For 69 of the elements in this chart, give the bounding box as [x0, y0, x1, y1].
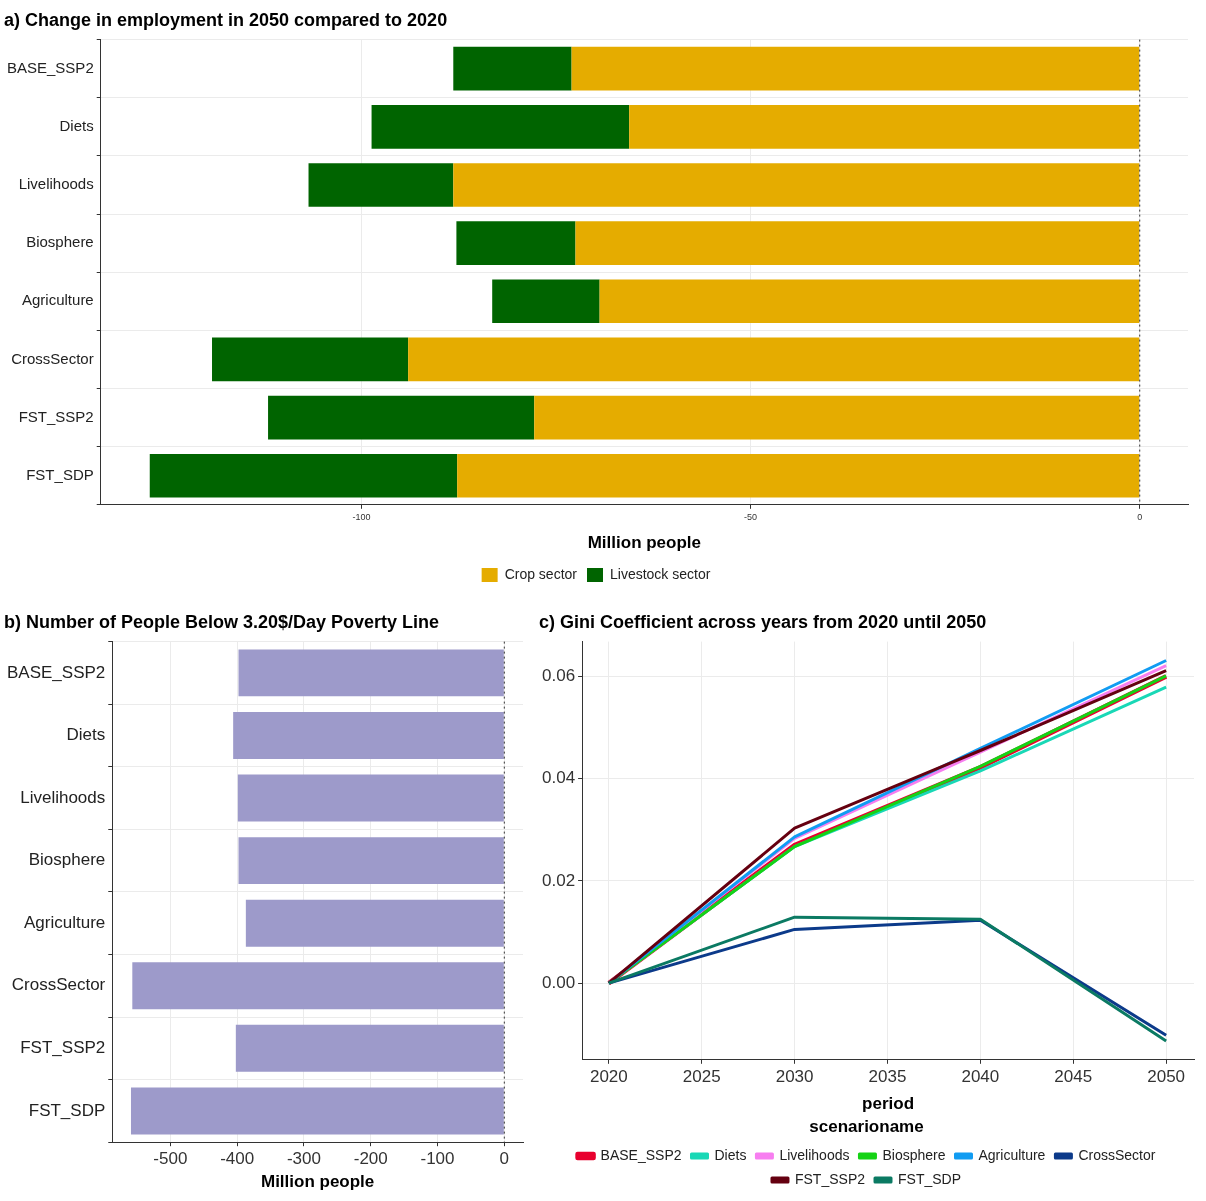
y-tick-label: FST_SDP — [28, 1100, 106, 1120]
y-tick-label: Biosphere — [26, 233, 94, 251]
x-tick-label: -100 — [420, 1149, 455, 1169]
x-tick-label: 0 — [1137, 511, 1143, 522]
bar — [599, 279, 1140, 324]
y-tick-label: 0.06 — [541, 666, 576, 686]
y-tick-label: BASE_SSP2 — [7, 58, 94, 76]
y-tick-label: Diets — [66, 725, 106, 745]
y-tick-label: CrossSector — [11, 975, 106, 995]
x-axis-title: Million people — [587, 533, 702, 553]
x-tick-label: 2035 — [868, 1066, 907, 1086]
y-tick-label: 0.00 — [541, 972, 576, 992]
bar — [453, 46, 572, 91]
legend-label: Agriculture — [978, 1146, 1046, 1163]
y-tick-label: 0.04 — [541, 768, 576, 788]
y-tick-label: Livelihoods — [18, 175, 94, 193]
x-tick-label: -50 — [744, 511, 758, 522]
y-tick-label: Biosphere — [28, 850, 106, 870]
x-tick-label: -500 — [153, 1149, 188, 1169]
legend-label: Crop sector — [504, 565, 578, 582]
legend-label: BASE_SSP2 — [600, 1146, 682, 1163]
x-tick-label: -200 — [353, 1149, 388, 1169]
y-tick-label: Agriculture — [24, 912, 106, 932]
bar — [456, 221, 576, 265]
bar — [268, 395, 535, 440]
chart-title: c) Gini Coefficient across years from 2020 until 2050 — [539, 611, 987, 632]
bar — [571, 46, 1140, 91]
legend-label: Livestock sector — [609, 565, 711, 582]
bar — [534, 395, 1140, 440]
y-tick-label: Diets — [59, 116, 94, 134]
legend-label: FST_SSP2 — [794, 1170, 866, 1187]
chart-title: a) Change in employment in 2050 compared to 2020 — [4, 9, 448, 30]
bar — [457, 453, 1140, 498]
bar — [575, 221, 1140, 265]
x-tick-label: -400 — [220, 1149, 255, 1169]
legend-label: Biosphere — [882, 1146, 946, 1163]
x-axis-title: period — [862, 1094, 915, 1114]
y-tick-label: Agriculture — [22, 291, 94, 309]
bar — [492, 279, 600, 324]
bar — [371, 105, 630, 149]
bar — [629, 105, 1140, 149]
x-tick-label: -100 — [352, 511, 371, 522]
x-tick-label: 2030 — [775, 1066, 814, 1086]
chart-title: b) Number of People Below 3.20$/Day Poverty Line — [4, 611, 440, 632]
bar — [149, 453, 458, 498]
x-tick-label: -300 — [286, 1149, 321, 1169]
bar — [453, 163, 1140, 207]
legend-title: scenarioname — [809, 1116, 924, 1136]
y-tick-label: Livelihoods — [20, 787, 106, 807]
x-tick-label: 2020 — [589, 1066, 628, 1086]
y-tick-label: 0.02 — [541, 870, 576, 890]
legend-label: FST_SDP — [898, 1170, 962, 1187]
bar — [408, 337, 1140, 382]
legend-label: Diets — [714, 1146, 747, 1163]
legend-label: Livelihoods — [779, 1146, 850, 1163]
legend-label: CrossSector — [1078, 1146, 1156, 1163]
x-tick-label: 2040 — [961, 1066, 1000, 1086]
bar — [308, 163, 454, 207]
x-tick-label: 0 — [499, 1149, 510, 1169]
bar — [212, 337, 409, 382]
y-tick-label: BASE_SSP2 — [7, 662, 106, 682]
x-tick-label: 2045 — [1054, 1066, 1093, 1086]
y-tick-label: FST_SDP — [26, 465, 94, 483]
x-tick-label: 2025 — [682, 1066, 721, 1086]
y-tick-label: FST_SSP2 — [18, 407, 94, 425]
x-axis-title: Million people — [260, 1172, 375, 1192]
y-tick-label: CrossSector — [11, 349, 94, 367]
y-tick-label: FST_SSP2 — [20, 1038, 106, 1058]
x-tick-label: 2050 — [1147, 1066, 1186, 1086]
